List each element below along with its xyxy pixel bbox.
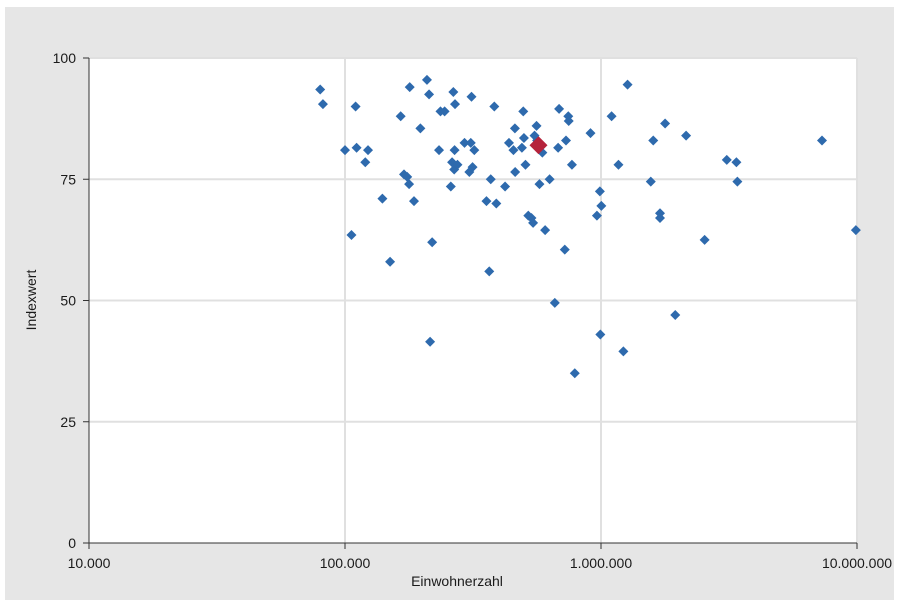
data-point <box>549 297 560 308</box>
data-point <box>421 74 432 85</box>
data-point <box>531 120 542 131</box>
data-point <box>591 210 602 221</box>
data-point <box>721 154 732 165</box>
data-point <box>670 310 681 321</box>
data-point <box>618 346 629 357</box>
data-point <box>427 237 438 248</box>
data-point <box>850 225 861 236</box>
axes <box>83 57 858 549</box>
data-point <box>351 142 362 153</box>
data-point <box>508 145 519 156</box>
data-point <box>445 181 456 192</box>
data-point <box>553 142 564 153</box>
data-point <box>377 193 388 204</box>
data-point <box>645 176 656 187</box>
data-point <box>500 181 511 192</box>
data-point <box>315 84 326 95</box>
y-axis-title: Indexwert <box>23 270 39 331</box>
chart-frame: 0 25 50 75 100 10.000 100.000 1.000.000 10.000.0… <box>5 7 894 600</box>
data-point <box>484 266 495 277</box>
data-point <box>350 101 361 112</box>
y-tick-label: 50 <box>60 293 76 309</box>
data-point <box>346 230 357 241</box>
data-point <box>404 82 415 93</box>
x-tick-label: 10.000 <box>68 555 111 571</box>
data-point <box>439 106 450 117</box>
data-point <box>554 103 565 114</box>
data-point <box>566 159 577 170</box>
data-point <box>459 137 470 148</box>
data-point <box>450 99 461 110</box>
data-point <box>613 159 624 170</box>
x-tick-label: 10.000.000 <box>822 555 892 571</box>
data-point <box>360 157 371 168</box>
data-point <box>817 135 828 146</box>
y-tick-label: 100 <box>53 50 77 66</box>
data-point <box>415 123 426 134</box>
data-point <box>481 196 492 207</box>
x-tick-label: 100.000 <box>320 555 371 571</box>
data-point <box>408 196 419 207</box>
data-point <box>595 329 606 340</box>
data-point <box>561 135 572 146</box>
data-point <box>340 145 350 156</box>
data-point <box>528 217 539 228</box>
data-point <box>489 101 500 112</box>
data-point <box>594 186 605 197</box>
data-point <box>699 234 710 245</box>
data-point <box>559 244 570 255</box>
data-point <box>448 86 459 97</box>
data-point <box>402 171 413 182</box>
data-point <box>731 157 742 168</box>
data-point <box>452 159 463 170</box>
data-point <box>563 116 574 127</box>
data-point <box>606 111 617 122</box>
data-point <box>425 336 436 347</box>
grid-lines <box>89 57 858 543</box>
data-point <box>540 225 551 236</box>
highlighted-data-point <box>529 136 548 155</box>
data-point <box>518 106 529 117</box>
data-point <box>503 137 514 148</box>
data-point <box>404 179 415 190</box>
data-point <box>681 130 692 141</box>
scatter-chart: 0 25 50 75 100 10.000 100.000 1.000.000 10.000.0… <box>23 50 893 589</box>
data-point <box>466 91 477 102</box>
data-point <box>569 368 580 379</box>
data-point <box>469 145 480 156</box>
data-points <box>315 74 861 379</box>
data-point <box>395 111 406 122</box>
x-tick-label: 1.000.000 <box>570 555 632 571</box>
data-point <box>660 118 671 129</box>
y-tick-label: 25 <box>60 414 76 430</box>
data-point <box>485 174 496 185</box>
data-point <box>544 174 555 185</box>
data-point <box>654 213 665 224</box>
data-point <box>622 79 633 90</box>
data-point <box>534 179 545 190</box>
data-point <box>467 162 478 173</box>
tick-labels: 0 25 50 75 100 10.000 100.000 1.000.000 10.000.0… <box>53 50 893 571</box>
data-point <box>516 142 527 153</box>
data-point <box>434 145 445 156</box>
data-point <box>449 145 460 156</box>
data-point <box>491 198 502 209</box>
data-point <box>520 159 531 170</box>
data-point <box>385 256 396 267</box>
data-point <box>585 128 596 139</box>
data-point <box>317 99 328 110</box>
data-point <box>596 200 607 211</box>
data-point <box>424 89 435 100</box>
data-point <box>518 133 529 144</box>
data-point <box>648 135 659 146</box>
data-point <box>465 137 476 148</box>
y-tick-label: 0 <box>68 535 76 551</box>
y-tick-label: 75 <box>60 171 76 187</box>
data-point <box>363 145 374 156</box>
data-point <box>732 176 743 187</box>
x-axis-title: Einwohnerzahl <box>411 573 503 589</box>
